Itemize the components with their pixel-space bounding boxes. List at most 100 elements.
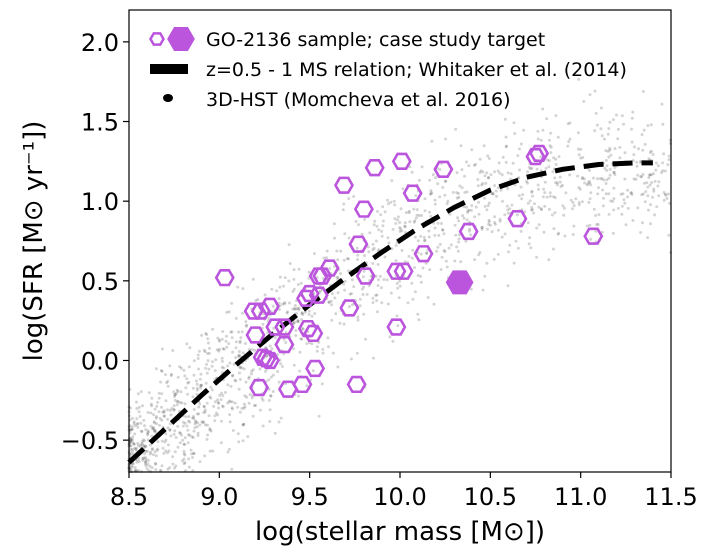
background-point bbox=[411, 248, 415, 252]
y-tick-label: 2.0 bbox=[81, 29, 119, 57]
background-point bbox=[168, 428, 172, 432]
background-point bbox=[326, 336, 330, 340]
background-point bbox=[320, 382, 324, 386]
y-tick-label: 1.5 bbox=[81, 109, 119, 137]
background-point bbox=[220, 391, 223, 395]
background-point bbox=[526, 201, 530, 205]
ms-relation-line bbox=[127, 160, 653, 465]
background-point bbox=[398, 229, 402, 233]
background-point bbox=[128, 406, 132, 410]
background-point bbox=[478, 171, 482, 175]
background-point bbox=[361, 293, 365, 296]
background-point bbox=[372, 223, 376, 227]
background-point bbox=[228, 420, 232, 424]
background-point bbox=[547, 165, 551, 169]
background-point bbox=[634, 177, 638, 181]
background-point bbox=[404, 211, 408, 215]
background-point bbox=[215, 411, 218, 415]
background-point bbox=[209, 429, 213, 433]
background-point bbox=[557, 155, 561, 159]
background-point bbox=[242, 422, 246, 426]
background-point bbox=[228, 361, 232, 365]
background-point bbox=[503, 213, 507, 217]
background-point bbox=[173, 393, 177, 397]
background-point bbox=[203, 423, 207, 427]
background-point bbox=[204, 332, 208, 335]
background-point bbox=[380, 234, 384, 238]
background-point bbox=[205, 333, 209, 336]
background-point bbox=[206, 337, 210, 341]
background-point bbox=[463, 174, 466, 178]
sample-point bbox=[277, 380, 298, 398]
background-point bbox=[585, 224, 589, 228]
background-point bbox=[363, 254, 367, 258]
background-point bbox=[516, 246, 520, 250]
background-point bbox=[480, 226, 484, 229]
background-point bbox=[211, 327, 215, 331]
background-point bbox=[288, 262, 292, 265]
background-point bbox=[478, 251, 482, 254]
target-point bbox=[445, 270, 474, 295]
background-point bbox=[487, 157, 491, 160]
y-axis: −0.5 0.0 0.5 1.0 1.5 2.0 bbox=[61, 29, 129, 455]
background-point bbox=[603, 137, 606, 141]
background-point bbox=[612, 171, 616, 174]
background-point bbox=[191, 436, 195, 439]
background-point bbox=[373, 219, 377, 223]
background-point bbox=[503, 117, 507, 121]
background-point bbox=[552, 247, 555, 251]
background-point bbox=[197, 405, 201, 409]
background-point bbox=[267, 378, 271, 382]
background-point bbox=[407, 209, 411, 213]
sample-point bbox=[507, 210, 528, 228]
background-point bbox=[608, 148, 612, 152]
background-point bbox=[155, 448, 159, 452]
background-point bbox=[486, 154, 490, 158]
background-point bbox=[481, 182, 485, 185]
background-point bbox=[310, 314, 314, 318]
sample-point bbox=[353, 200, 374, 218]
background-point bbox=[637, 147, 640, 151]
background-point bbox=[192, 408, 196, 411]
background-point bbox=[417, 318, 421, 322]
background-point bbox=[465, 218, 469, 222]
background-point bbox=[357, 223, 360, 227]
background-point bbox=[179, 433, 183, 437]
background-point bbox=[196, 434, 200, 438]
background-point bbox=[604, 192, 608, 196]
background-point bbox=[199, 372, 203, 376]
background-point bbox=[176, 445, 180, 449]
background-point bbox=[150, 404, 154, 408]
background-point bbox=[174, 436, 178, 439]
background-point bbox=[205, 362, 209, 366]
background-point bbox=[229, 330, 233, 334]
background-point bbox=[214, 358, 218, 362]
background-point bbox=[329, 299, 333, 303]
background-point bbox=[149, 450, 153, 454]
background-point bbox=[260, 396, 264, 400]
background-point bbox=[292, 363, 296, 367]
background-point bbox=[149, 402, 153, 406]
background-point bbox=[129, 452, 133, 456]
background-point bbox=[193, 422, 197, 426]
background-point bbox=[641, 172, 645, 176]
background-point bbox=[299, 281, 303, 285]
background-point bbox=[144, 444, 148, 448]
background-point bbox=[153, 428, 157, 432]
background-point bbox=[196, 357, 200, 360]
background-point bbox=[356, 318, 360, 322]
background-point bbox=[422, 235, 426, 239]
background-point bbox=[261, 424, 265, 428]
background-point bbox=[173, 393, 177, 396]
background-point bbox=[251, 277, 255, 281]
x-tick-label: 11.0 bbox=[554, 483, 607, 511]
background-point bbox=[663, 169, 667, 173]
background-point bbox=[198, 402, 202, 406]
background-point bbox=[505, 204, 509, 208]
x-tick-label: 10.0 bbox=[373, 483, 426, 511]
background-point bbox=[247, 376, 251, 380]
background-point bbox=[203, 350, 207, 354]
background-point bbox=[395, 282, 399, 285]
background-point bbox=[192, 416, 196, 420]
legend-label-3dhst: 3D-HST (Momcheva et al. 2016) bbox=[206, 89, 511, 111]
